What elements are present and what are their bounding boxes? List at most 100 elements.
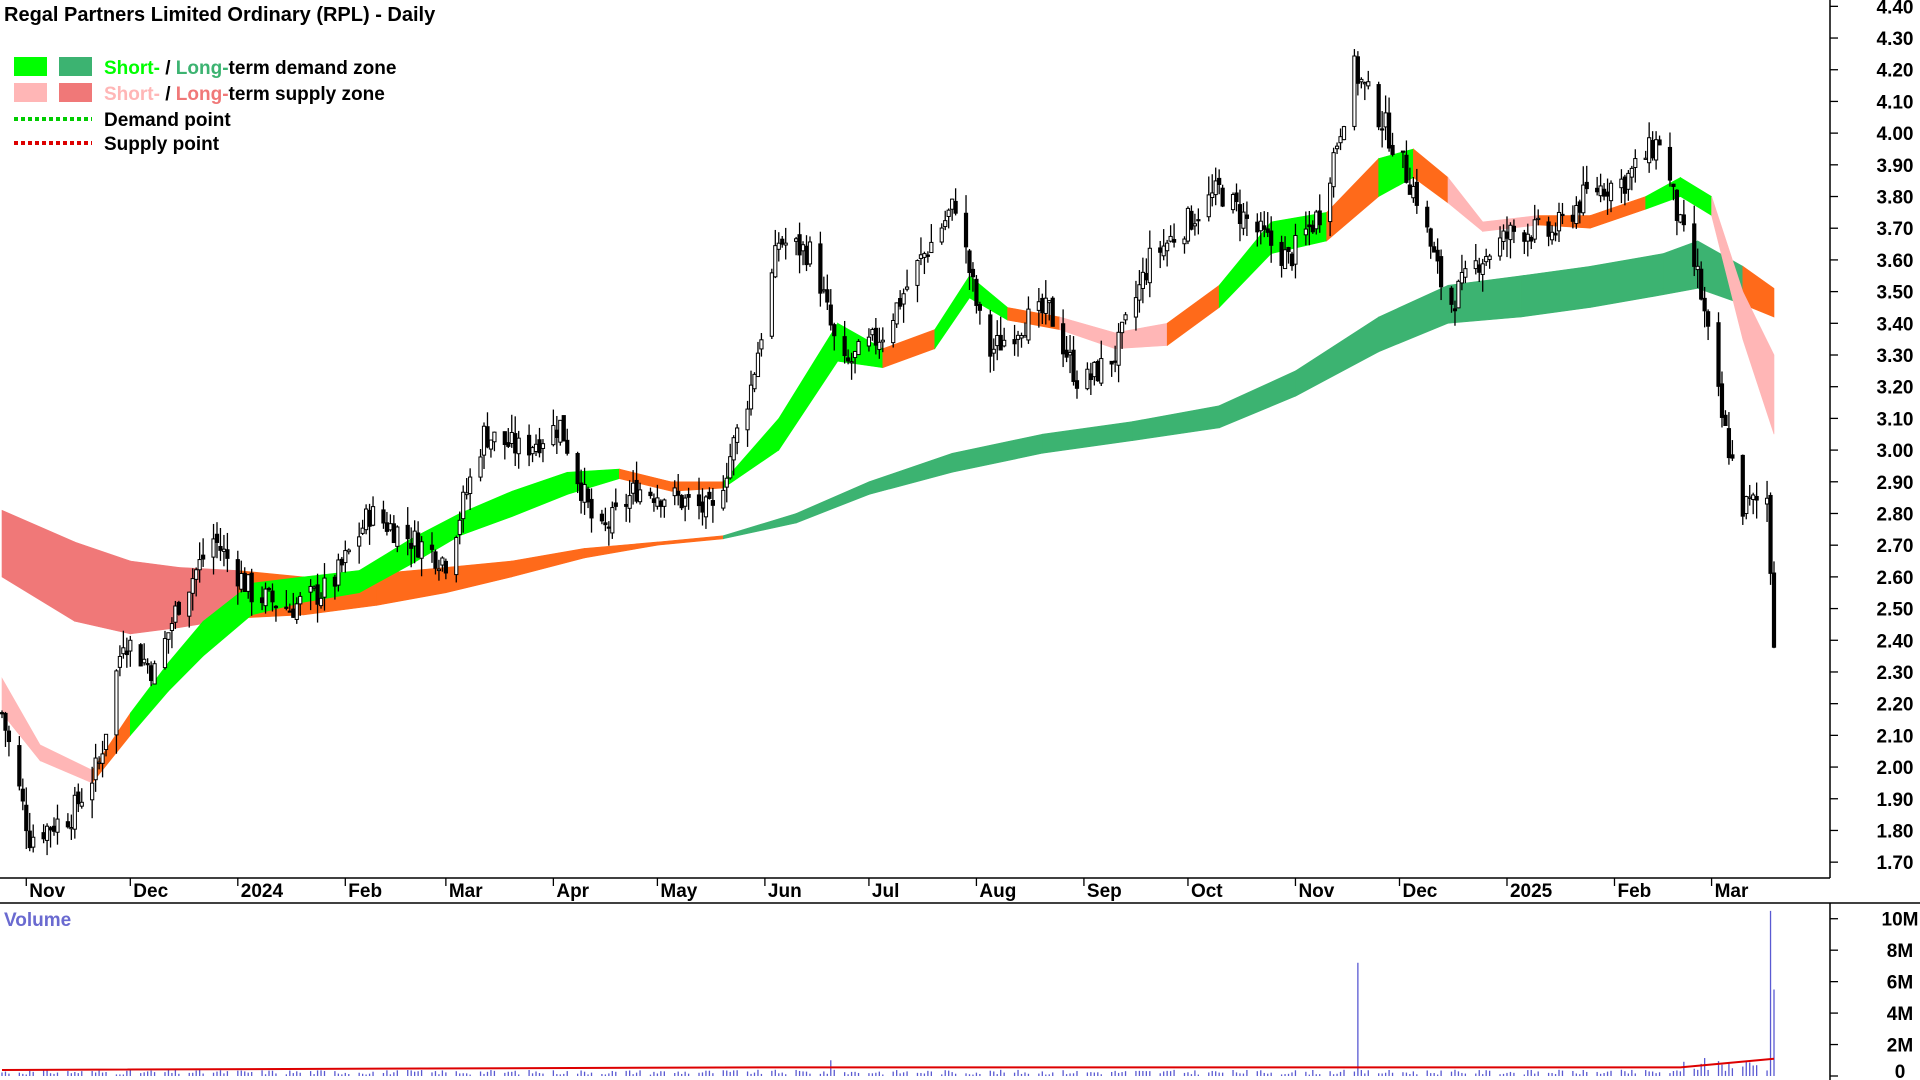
candle-body: [894, 302, 899, 325]
candle-body: [1622, 176, 1627, 194]
candle-body: [239, 573, 244, 590]
price-candle: [284, 590, 289, 611]
candle-body: [357, 536, 362, 547]
price-candle: [1553, 222, 1558, 242]
price-candle: [1338, 128, 1343, 151]
candle-body: [190, 578, 195, 594]
candle-body: [1338, 136, 1343, 144]
price-candle: [1626, 170, 1631, 201]
candle-body: [1764, 497, 1770, 505]
price-candle: [974, 275, 979, 314]
price-candle: [1383, 95, 1388, 141]
candle-body: [409, 542, 414, 549]
candle-body: [849, 361, 854, 364]
candle-body: [1459, 271, 1465, 284]
price-candle: [1362, 81, 1367, 101]
candle-body: [416, 532, 421, 558]
candle-body: [69, 827, 74, 830]
candle-body: [1504, 231, 1510, 239]
price-candle: [1109, 360, 1114, 377]
price-candle: [950, 198, 955, 221]
volume-tick-label: 2M: [1887, 1036, 1913, 1057]
candle-body: [0, 712, 5, 715]
price-candle: [1158, 240, 1163, 269]
candle-body: [1549, 231, 1555, 241]
candle-body: [599, 513, 605, 522]
price-candle: [526, 424, 532, 467]
price-candle: [51, 817, 57, 836]
legend-supply-long-label: Long-: [176, 84, 229, 105]
candle-body: [755, 352, 761, 378]
price-candle: [1629, 165, 1634, 191]
candle-body: [1317, 210, 1322, 226]
candle-body: [391, 523, 396, 544]
price-candle: [846, 349, 851, 365]
candle-body: [1581, 184, 1586, 214]
candle-body: [1047, 300, 1052, 304]
volume-tick-label: 8M: [1887, 941, 1913, 962]
price-candle: [551, 409, 556, 447]
candle-body: [613, 502, 618, 507]
candle-body: [807, 241, 813, 265]
candle-body: [842, 336, 847, 357]
price-candle: [1341, 125, 1347, 141]
price-candle: [780, 236, 785, 248]
candle-body: [773, 245, 778, 278]
candle-body: [1744, 496, 1749, 515]
long-zone-segment: [74, 541, 131, 635]
candle-body: [187, 591, 192, 617]
candle-body: [360, 527, 365, 534]
price-candle: [145, 658, 150, 674]
candle-body: [502, 431, 507, 446]
price-candle: [221, 534, 227, 567]
candle-body: [1182, 238, 1187, 245]
candle-body: [1265, 228, 1270, 233]
candle-body: [516, 437, 521, 455]
price-candle: [658, 499, 663, 518]
candle-body: [405, 524, 410, 540]
candle-body: [142, 658, 147, 664]
price-candle: [1484, 248, 1489, 266]
long-zone-segment: [1, 509, 76, 622]
candle-body: [651, 498, 657, 503]
candle-body: [1286, 247, 1291, 252]
price-candle: [540, 439, 546, 463]
price-candle: [686, 487, 691, 510]
candle-body: [759, 339, 764, 350]
candle-body: [1435, 249, 1440, 262]
candle-body: [197, 559, 202, 571]
candle-body: [1400, 150, 1406, 153]
price-candle: [152, 660, 157, 685]
candle-body: [1147, 247, 1152, 284]
candle-body: [298, 595, 303, 605]
price-candle: [436, 559, 442, 581]
candle-body: [343, 550, 348, 564]
price-candle: [516, 430, 521, 469]
candle-body: [1501, 230, 1506, 242]
candle-body: [1456, 280, 1461, 309]
candle-body: [31, 836, 36, 848]
price-candle: [627, 480, 632, 523]
long-zone-segment: [657, 535, 724, 546]
price-tick-label: 2.10: [1877, 726, 1914, 747]
candle-body: [48, 827, 53, 831]
candle-body: [287, 610, 292, 613]
price-candle: [138, 643, 143, 667]
price-candle: [707, 487, 712, 500]
price-candle: [1477, 257, 1482, 283]
candle-body: [443, 560, 448, 574]
candle-body: [1681, 214, 1686, 226]
price-candle: [55, 804, 60, 845]
price-candle: [1334, 142, 1340, 155]
candle-body: [273, 605, 279, 609]
short-zone-segment: [168, 620, 204, 692]
candle-body: [1719, 383, 1725, 418]
price-candle: [1511, 219, 1517, 244]
price-candle: [1726, 412, 1732, 465]
candle-body: [526, 434, 532, 456]
candle-body: [1650, 139, 1655, 159]
price-candle: [624, 493, 629, 522]
time-tick-label: Dec: [133, 881, 168, 902]
price-candle: [218, 527, 223, 561]
time-tick-label: Sep: [1087, 881, 1122, 902]
